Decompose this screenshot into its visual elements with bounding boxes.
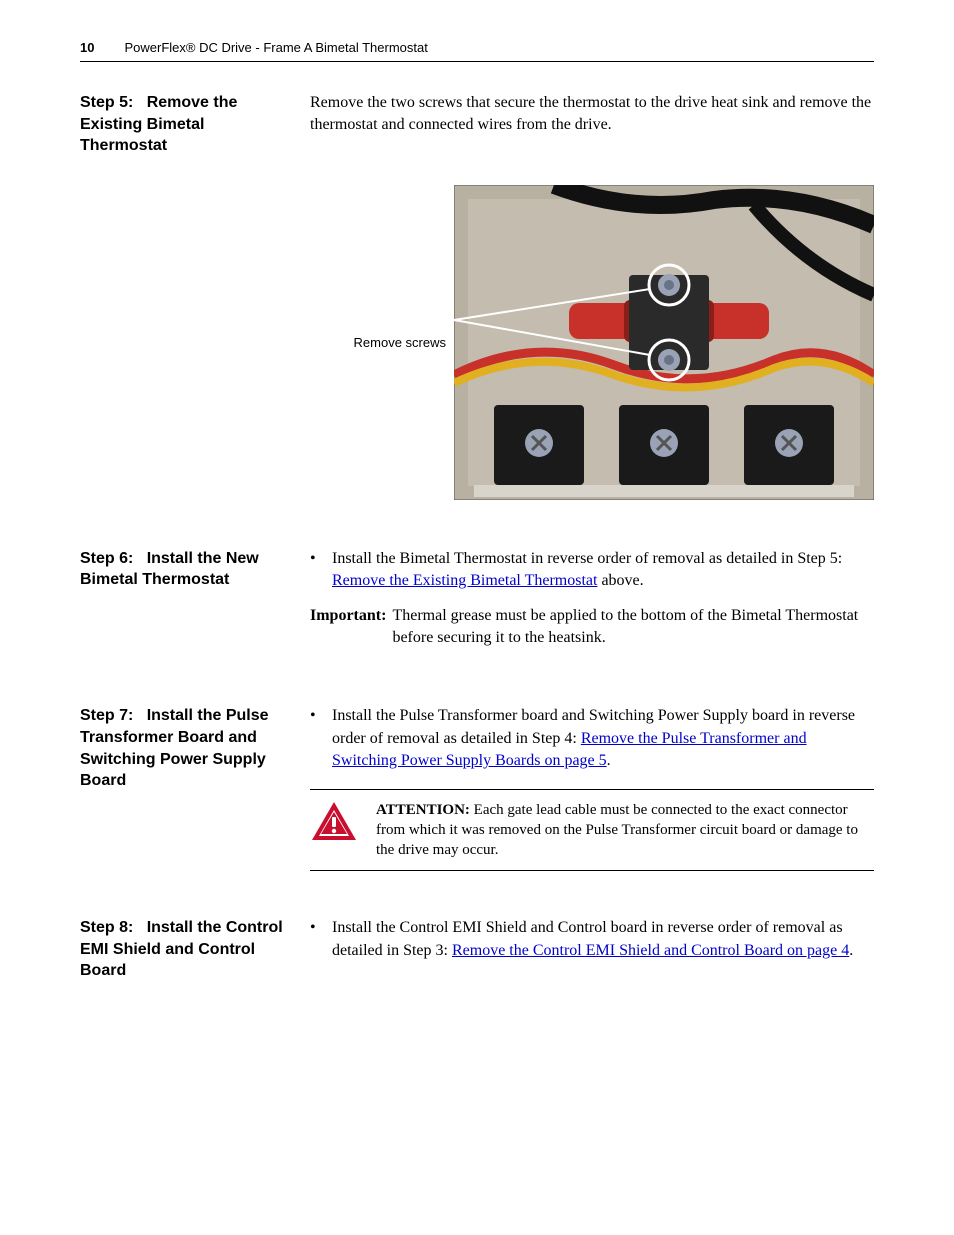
- step7-section: Step 7: Install the Pulse Transformer Bo…: [80, 705, 874, 871]
- attention-text: ATTENTION: Each gate lead cable must be …: [376, 800, 874, 861]
- bullet-icon: •: [310, 917, 322, 962]
- step6-section: Step 6: Install the New Bimetal Thermost…: [80, 548, 874, 650]
- step6-bullet: • Install the Bimetal Thermostat in reve…: [310, 548, 874, 593]
- step8-heading-num: Step 8:: [80, 919, 133, 936]
- header-title: PowerFlex® DC Drive - Frame A Bimetal Th…: [124, 40, 427, 55]
- step6-bullet-post: above.: [597, 572, 643, 589]
- page-number: 10: [80, 40, 94, 55]
- step5-content: Remove the two screws that secure the th…: [310, 92, 874, 157]
- thermostat-photo: [454, 185, 874, 500]
- bullet-icon: •: [310, 705, 322, 772]
- attention-label: ATTENTION:: [376, 802, 470, 818]
- step7-bullet: • Install the Pulse Transformer board an…: [310, 705, 874, 772]
- step8-bullet-post: .: [849, 942, 853, 959]
- step8-heading: Step 8: Install the Control EMI Shield a…: [80, 917, 290, 982]
- step6-content: • Install the Bimetal Thermostat in reve…: [310, 548, 874, 650]
- step8-link[interactable]: Remove the Control EMI Shield and Contro…: [452, 942, 849, 959]
- important-label: Important:: [310, 605, 386, 650]
- step7-content: • Install the Pulse Transformer board an…: [310, 705, 874, 871]
- step5-heading: Step 5: Remove the Existing Bimetal Ther…: [80, 92, 290, 157]
- step5-photo-label: Remove screws: [354, 335, 446, 350]
- step8-content: • Install the Control EMI Shield and Con…: [310, 917, 874, 982]
- step8-bullet: • Install the Control EMI Shield and Con…: [310, 917, 874, 962]
- step7-bullet-text: Install the Pulse Transformer board and …: [332, 705, 874, 772]
- step6-bullet-text: Install the Bimetal Thermostat in revers…: [332, 548, 874, 593]
- step8-bullet-text: Install the Control EMI Shield and Contr…: [332, 917, 874, 962]
- step5-photo-wrap: Remove screws: [80, 185, 874, 500]
- bullet-icon: •: [310, 548, 322, 593]
- step7-heading-num: Step 7:: [80, 707, 133, 724]
- step6-heading-num: Step 6:: [80, 550, 133, 567]
- step7-heading: Step 7: Install the Pulse Transformer Bo…: [80, 705, 290, 871]
- step6-link[interactable]: Remove the Existing Bimetal Thermostat: [332, 572, 597, 589]
- step5-body-text: Remove the two screws that secure the th…: [310, 92, 874, 137]
- step6-important: Important: Thermal grease must be applie…: [310, 605, 874, 650]
- attention-callout: ATTENTION: Each gate lead cable must be …: [310, 789, 874, 872]
- step7-bullet-post: .: [607, 752, 611, 769]
- step5-section: Step 5: Remove the Existing Bimetal Ther…: [80, 92, 874, 157]
- step6-bullet-pre: Install the Bimetal Thermostat in revers…: [332, 550, 842, 567]
- page-header: 10 PowerFlex® DC Drive - Frame A Bimetal…: [80, 40, 874, 62]
- step6-heading: Step 6: Install the New Bimetal Thermost…: [80, 548, 290, 650]
- important-text: Thermal grease must be applied to the bo…: [392, 605, 874, 650]
- step5-heading-num: Step 5:: [80, 94, 133, 111]
- step8-section: Step 8: Install the Control EMI Shield a…: [80, 917, 874, 982]
- warning-triangle-icon: [310, 800, 358, 849]
